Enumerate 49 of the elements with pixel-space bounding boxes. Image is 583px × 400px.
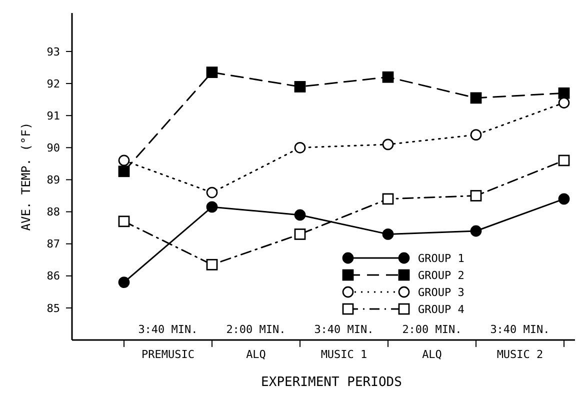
y-tick-label: 85 [46, 302, 60, 315]
text: MUSIC 1 [320, 348, 368, 361]
y-tick-label: 86 [46, 270, 60, 283]
point [206, 66, 218, 78]
legend-label: GROUP 3 [418, 286, 464, 299]
point [558, 193, 570, 205]
point [470, 225, 482, 237]
point [294, 81, 306, 92]
legend-label: GROUP 2 [418, 268, 464, 282]
point [206, 186, 218, 198]
legend-label: GROUP 1 [418, 252, 464, 265]
y-axis-title: AVE. TEMP. (°F) [19, 122, 33, 231]
y-tick-label: 89 [46, 174, 60, 187]
point [294, 228, 306, 240]
annotation: 3:40 MIN. [490, 323, 550, 336]
point [294, 209, 306, 221]
text: PREMUSIC [142, 348, 194, 361]
text: ALQ [246, 348, 266, 361]
y-tick-label: 91 [46, 109, 60, 122]
point [470, 129, 482, 141]
annotation: 3:40 MIN. [314, 323, 374, 336]
y-tick-label: 93 [46, 45, 60, 58]
y-tick-label: 92 [46, 77, 60, 90]
point [470, 92, 482, 104]
point [382, 228, 394, 240]
point [382, 193, 394, 205]
text: ALQ [422, 348, 442, 361]
point [118, 276, 130, 288]
y-tick-label: 90 [46, 141, 60, 154]
point [558, 154, 570, 166]
point [558, 97, 570, 108]
text: MUSIC 2 [496, 348, 544, 361]
point [382, 138, 394, 150]
y-tick-label: 88 [46, 206, 60, 219]
point [558, 87, 570, 99]
point [382, 71, 394, 83]
x-axis-title: EXPERIMENT PERIODS [261, 375, 402, 390]
point [470, 190, 482, 202]
point [206, 201, 218, 213]
point [118, 216, 130, 228]
annotation: 3:40 MIN. [138, 323, 198, 336]
point [206, 258, 218, 270]
point [118, 154, 130, 166]
annotation: 2:00 MIN. [226, 323, 286, 336]
legend-label: GROUP 4 [418, 302, 465, 316]
point [118, 166, 130, 178]
y-tick-label: 87 [46, 238, 60, 251]
annotation: 2:00 MIN. [402, 323, 462, 336]
point [294, 142, 306, 154]
